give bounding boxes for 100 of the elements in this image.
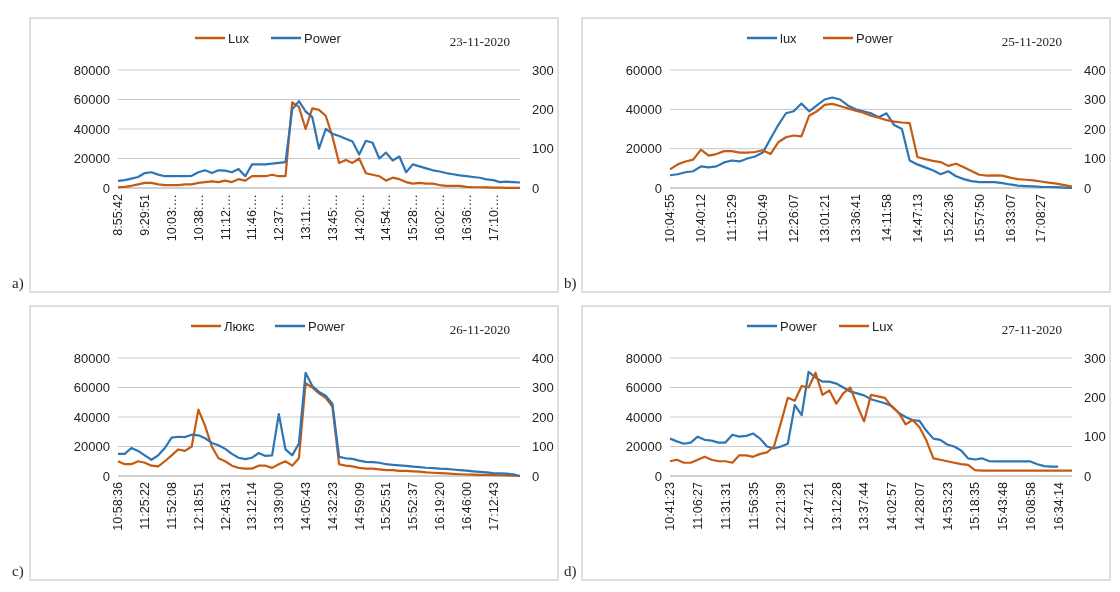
- y-tick-label: 20000: [625, 439, 662, 455]
- y2-tick-label: 300: [532, 62, 554, 78]
- x-tick-label: 11:52:08: [164, 481, 179, 530]
- y2-tick-label: 0: [1084, 180, 1092, 196]
- y2-tick-label: 100: [1084, 151, 1106, 167]
- x-tick-label: 12:47:21: [802, 481, 816, 531]
- y-tick-label: 0: [654, 468, 662, 484]
- x-tick-label: 16:36:…: [459, 194, 474, 242]
- y-tick-label: 0: [102, 180, 110, 196]
- y2-tick-label: 200: [1084, 121, 1106, 137]
- x-tick-label: 15:43:48: [996, 481, 1011, 531]
- x-tick-label: 10:03:…: [164, 194, 179, 242]
- y2-tick-label: 300: [1084, 92, 1106, 108]
- y2-tick-label: 200: [1084, 389, 1106, 405]
- y-tick-label: 0: [102, 468, 110, 484]
- legend-label: Power: [304, 30, 342, 46]
- legend-label: Power: [856, 30, 894, 46]
- x-tick-label: 11:31:31: [718, 481, 733, 530]
- y-tick-label: 0: [654, 180, 662, 196]
- x-tick-label: 15:18:35: [968, 481, 983, 531]
- y-tick-label: 40000: [625, 101, 662, 117]
- x-tick-label: 13:12:28: [829, 481, 844, 531]
- x-tick-label: 14:05:43: [298, 481, 313, 531]
- y2-tick-label: 100: [532, 439, 554, 455]
- x-tick-label: 11:12:…: [218, 194, 233, 241]
- x-tick-label: 14:32:23: [325, 481, 340, 531]
- x-tick-label: 10:38:…: [191, 194, 206, 242]
- x-tick-label: 15:22:36: [941, 193, 956, 243]
- y2-tick-label: 0: [1084, 468, 1092, 484]
- x-tick-label: 15:57:50: [972, 193, 987, 243]
- legend-label: Люкс: [224, 318, 256, 334]
- y-tick-label: 80000: [625, 350, 662, 366]
- x-tick-label: 8:55:42: [111, 193, 126, 236]
- x-tick-label: 11:25:22: [138, 481, 153, 530]
- x-tick-label: 14:11:58: [879, 193, 894, 242]
- x-tick-label: 13:37:44: [857, 481, 872, 531]
- y-tick-label: 80000: [73, 350, 110, 366]
- x-tick-label: 12:26:07: [787, 193, 802, 243]
- x-tick-label: 12:45:31: [218, 481, 233, 531]
- y-tick-label: 60000: [73, 92, 110, 108]
- y2-tick-label: 100: [532, 141, 554, 157]
- text: d): [564, 563, 577, 580]
- x-tick-label: 11:56:35: [746, 481, 761, 530]
- x-tick-label: 15:28:…: [406, 194, 421, 242]
- y2-tick-label: 200: [532, 409, 554, 425]
- y-tick-label: 40000: [625, 409, 662, 425]
- x-tick-label: 12:21:39: [774, 481, 789, 531]
- x-tick-label: 16:33:07: [1003, 193, 1018, 243]
- x-tick-label: 13:01:21: [817, 193, 832, 243]
- x-tick-label: 12:18:51: [191, 481, 206, 531]
- x-tick-label: 16:34:14: [1051, 481, 1066, 531]
- x-tick-label: 13:39:00: [272, 481, 287, 531]
- x-tick-label: 17:12:43: [486, 481, 501, 531]
- y-tick-label: 80000: [73, 62, 110, 78]
- x-tick-label: 15:52:37: [406, 481, 421, 531]
- y2-tick-label: 400: [1084, 62, 1106, 78]
- y-tick-label: 20000: [73, 151, 110, 167]
- x-tick-label: 10:41:23: [663, 481, 678, 531]
- x-tick-label: 15:25:51: [379, 481, 394, 531]
- x-tick-label: 13:12:14: [245, 481, 260, 531]
- y-tick-label: 20000: [625, 141, 662, 157]
- x-tick-label: 14:53:23: [940, 481, 955, 531]
- text: 25-11-2020: [1001, 34, 1062, 49]
- y2-tick-label: 200: [532, 101, 554, 117]
- x-tick-label: 14:20:…: [352, 194, 367, 242]
- x-tick-label: 16:08:58: [1023, 481, 1038, 531]
- x-tick-label: 10:04:55: [663, 193, 678, 243]
- x-tick-label: 12:37:…: [272, 194, 287, 242]
- text: c): [12, 563, 24, 580]
- x-tick-label: 16:19:20: [432, 481, 447, 531]
- x-tick-label: 13:11:…: [298, 194, 313, 241]
- y-tick-label: 40000: [73, 409, 110, 425]
- y2-tick-label: 300: [1084, 350, 1106, 366]
- text: 26-11-2020: [449, 322, 510, 337]
- legend-label: Power: [780, 318, 818, 334]
- x-tick-label: 11:50:49: [756, 193, 771, 242]
- text: 27-11-2020: [1001, 322, 1062, 337]
- y-tick-label: 40000: [73, 121, 110, 137]
- y2-tick-label: 0: [532, 468, 540, 484]
- x-tick-label: 11:46:…: [245, 194, 260, 241]
- x-tick-label: 14:47:13: [910, 193, 925, 243]
- y2-tick-label: 0: [532, 180, 540, 196]
- y-tick-label: 60000: [73, 380, 110, 396]
- y-tick-label: 60000: [625, 62, 662, 78]
- x-tick-label: 14:02:57: [885, 481, 900, 531]
- x-tick-label: 16:46:00: [459, 481, 474, 531]
- y2-tick-label: 100: [1084, 429, 1106, 445]
- y-tick-label: 60000: [625, 380, 662, 396]
- x-tick-label: 17:10:…: [486, 194, 501, 242]
- text: 23-11-2020: [449, 34, 510, 49]
- x-tick-label: 17:08:27: [1034, 193, 1049, 243]
- x-tick-label: 14:59:09: [352, 481, 367, 531]
- x-tick-label: 9:29:51: [138, 193, 153, 236]
- text: a): [12, 275, 24, 292]
- y-tick-label: 20000: [73, 439, 110, 455]
- x-tick-label: 16:02:…: [432, 194, 447, 242]
- y2-tick-label: 300: [532, 380, 554, 396]
- x-tick-label: 13:36:41: [848, 193, 863, 243]
- legend-label: Power: [308, 318, 346, 334]
- y2-tick-label: 400: [532, 350, 554, 366]
